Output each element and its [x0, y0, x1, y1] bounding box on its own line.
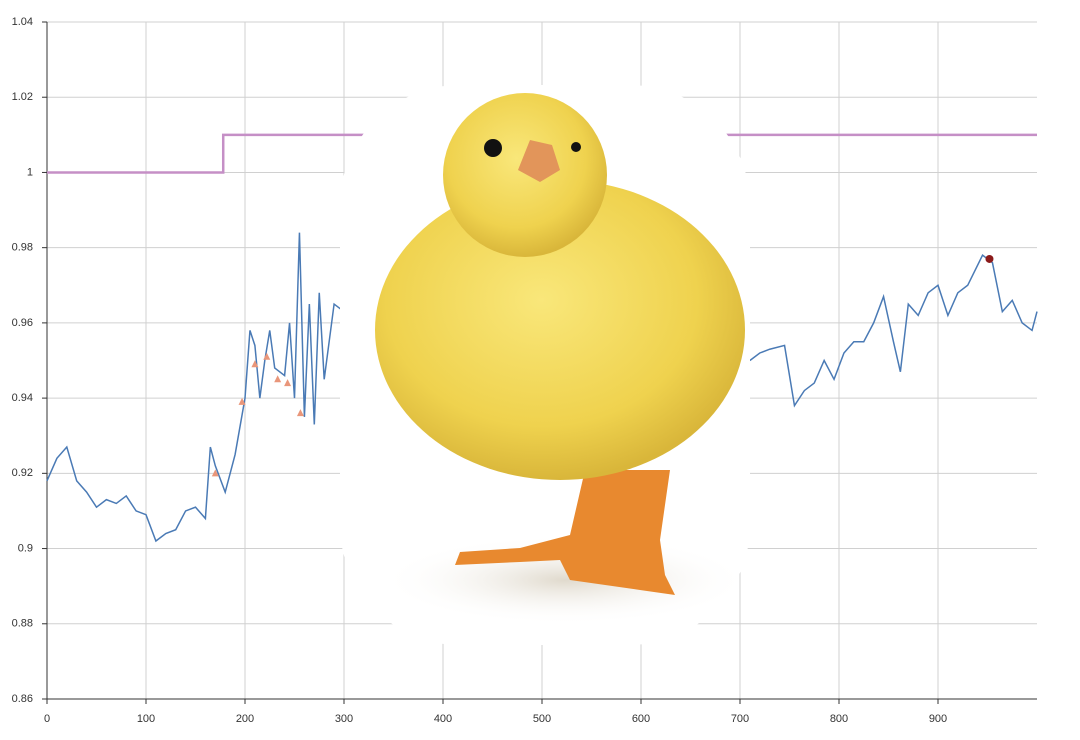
x-tick-label: 200: [236, 713, 254, 725]
marker: [251, 360, 259, 368]
x-tick-label: 600: [632, 713, 650, 725]
x-tick-label: 300: [335, 713, 353, 725]
marker: [296, 409, 304, 417]
marker: [274, 375, 282, 383]
x-tick-label: 700: [731, 713, 749, 725]
y-tick-label: 0.94: [12, 392, 33, 404]
chick: [340, 85, 750, 645]
chick-eye: [484, 139, 502, 157]
chick-beak: [518, 140, 560, 182]
x-tick-label: 900: [929, 713, 947, 725]
marker: [985, 254, 994, 263]
x-tick-label: 400: [434, 713, 452, 725]
marker: [263, 352, 271, 360]
marker: [211, 469, 219, 477]
y-tick-label: 0.92: [12, 467, 33, 479]
y-tick-label: 1.02: [12, 91, 33, 103]
y-tick-label: 0.9: [18, 542, 33, 554]
chick-body: [375, 180, 745, 480]
marker: [238, 397, 246, 405]
x-tick-label: 800: [830, 713, 848, 725]
x-tick-label: 0: [44, 713, 50, 725]
y-tick-label: 1: [27, 166, 33, 178]
y-tick-label: 1.04: [12, 16, 33, 28]
y-tick-label: 0.88: [12, 618, 33, 630]
y-tick-label: 0.98: [12, 242, 33, 254]
x-tick-label: 500: [533, 713, 551, 725]
marker: [284, 379, 292, 387]
x-tick-label: 100: [137, 713, 155, 725]
chick-legs: [455, 470, 675, 595]
y-tick-label: 0.86: [12, 693, 33, 705]
y-tick-label: 0.96: [12, 317, 33, 329]
chick-eye: [571, 142, 581, 152]
chick-head: [443, 93, 607, 257]
